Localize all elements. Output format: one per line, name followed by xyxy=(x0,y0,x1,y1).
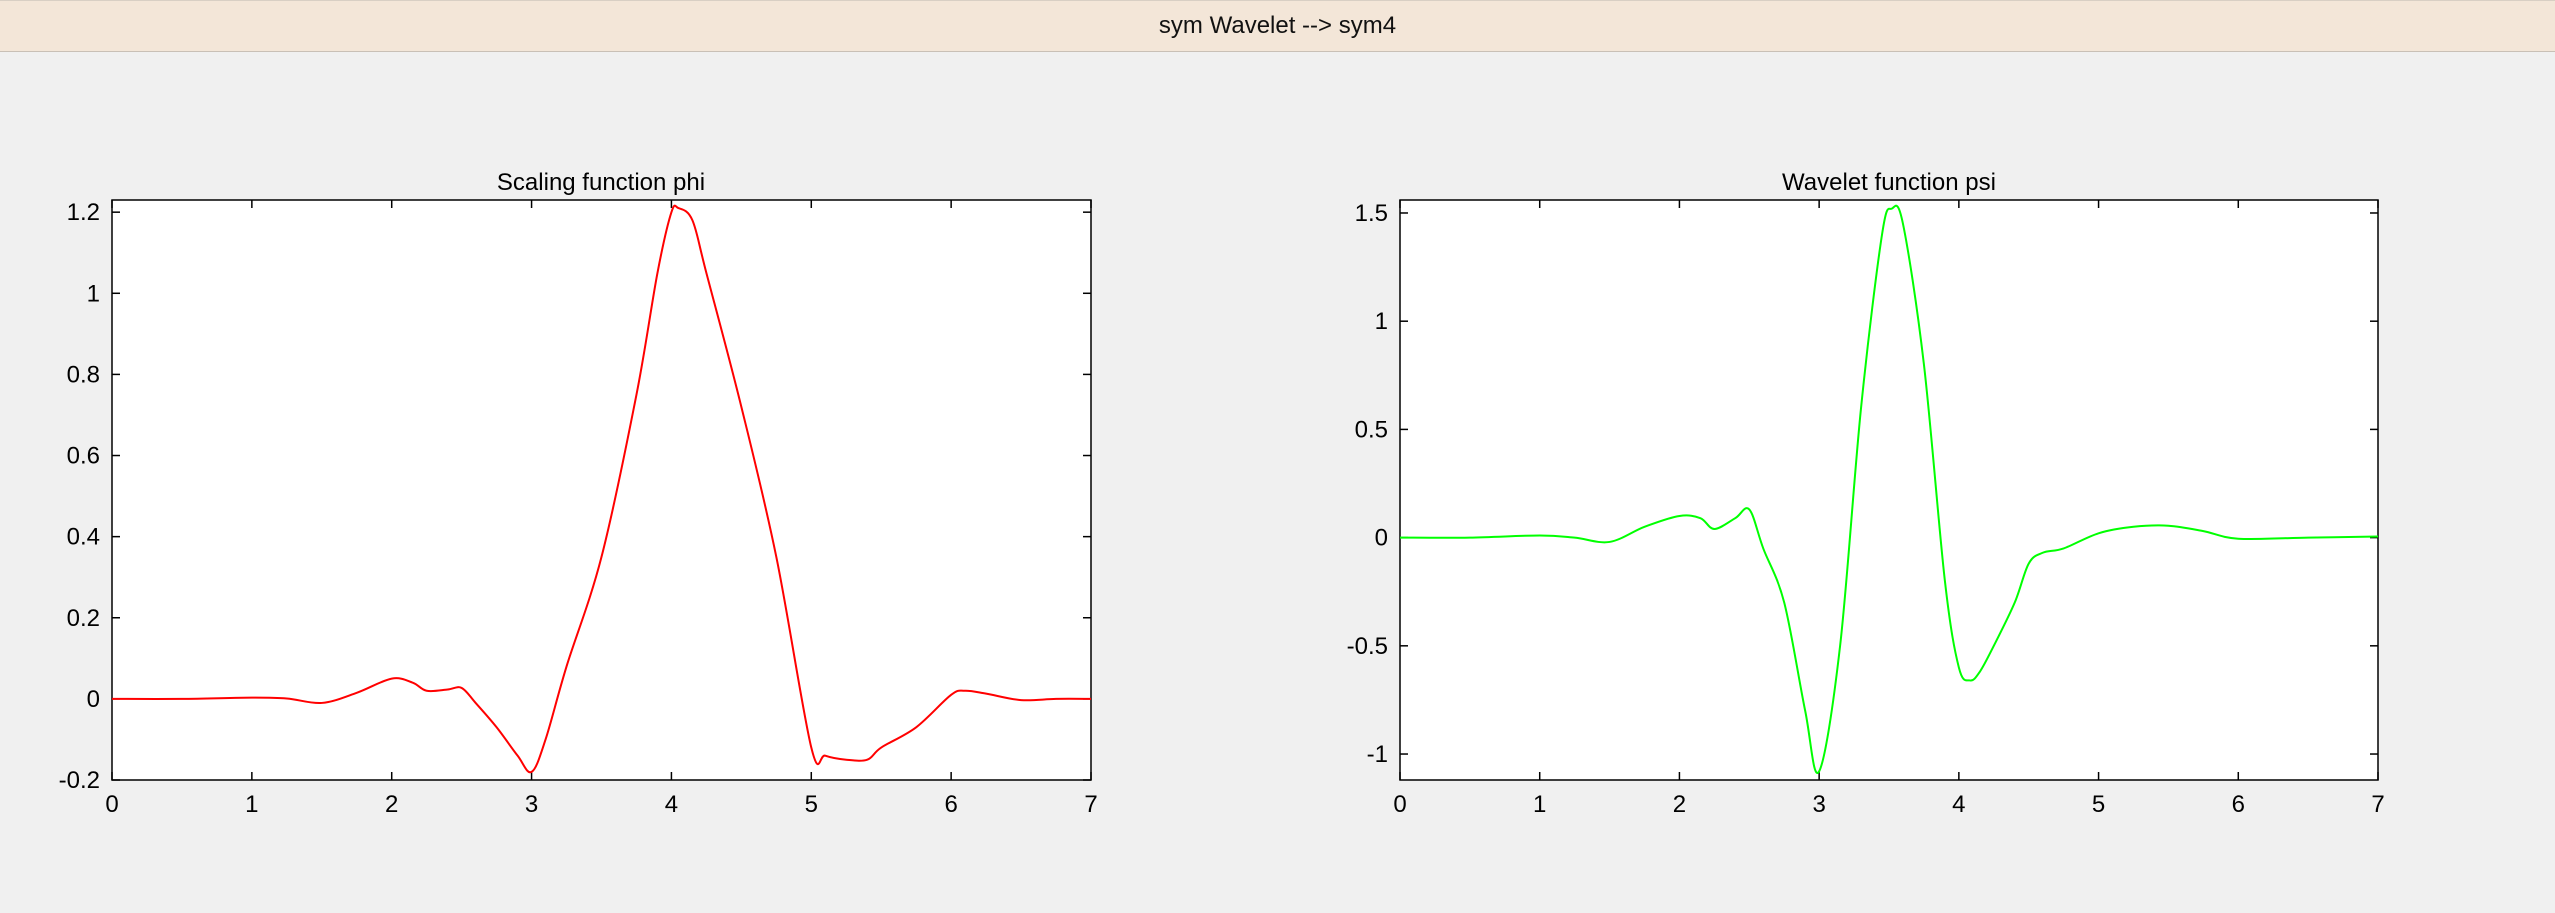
x-tick-label: 6 xyxy=(2232,791,2245,818)
x-tick-label: 0 xyxy=(105,791,118,818)
plot-area xyxy=(1399,199,2379,781)
y-tick-label: 0 xyxy=(87,686,100,713)
window-title-bar: sym Wavelet --> sym4 xyxy=(0,0,2555,52)
y-tick-label: -0.5 xyxy=(1347,633,1388,660)
x-ticks: 0 1 2 3 4 5 6 7 xyxy=(1393,200,2385,818)
series-line xyxy=(111,204,1092,774)
x-tick-label: 5 xyxy=(2092,791,2105,818)
x-tick-label: 4 xyxy=(1952,791,1965,818)
x-tick-label: 1 xyxy=(1533,791,1546,818)
x-tick-label: 4 xyxy=(665,791,678,818)
x-ticks: 0 1 2 3 4 5 6 7 xyxy=(105,200,1098,818)
y-tick-label: 0.2 xyxy=(67,605,100,632)
window-title: sym Wavelet --> sym4 xyxy=(1158,12,1397,39)
y-ticks: -0.2 0 0.2 0.4 0.6 0.8 1 1.2 xyxy=(59,199,1091,794)
x-tick-label: 5 xyxy=(805,791,818,818)
y-tick-label: 0 xyxy=(1375,525,1388,552)
y-ticks: -1 -0.5 0 0.5 1 1.5 xyxy=(1347,200,2378,768)
x-tick-label: 1 xyxy=(245,791,258,818)
series-line xyxy=(1399,204,2379,775)
x-tick-label: 0 xyxy=(1393,791,1406,818)
y-tick-label: 0.4 xyxy=(67,524,100,551)
y-tick-label: 1 xyxy=(87,280,100,307)
series-lines xyxy=(1399,204,2379,775)
y-tick-label: 0.6 xyxy=(67,443,100,470)
y-tick-label: 0.8 xyxy=(67,361,100,388)
axes-wavelet-psi: Wavelet function psi 0 1 2 3 4 5 6 7 -1 -0.5 0 0.5… xyxy=(1347,169,2385,818)
x-tick-label: 6 xyxy=(944,791,957,818)
y-tick-label: -1 xyxy=(1367,741,1388,768)
plot-area xyxy=(111,199,1092,781)
x-tick-label: 2 xyxy=(1673,791,1686,818)
y-tick-label: 0.5 xyxy=(1355,416,1388,443)
chart-title: Wavelet function psi xyxy=(1782,169,1996,196)
series-lines xyxy=(111,204,1092,774)
x-tick-label: 7 xyxy=(2371,791,2384,818)
y-tick-label: 1.5 xyxy=(1355,200,1388,227)
y-tick-label: 1.2 xyxy=(67,199,100,226)
x-tick-label: 3 xyxy=(525,791,538,818)
y-tick-label: -0.2 xyxy=(59,767,100,794)
chart-title: Scaling function phi xyxy=(497,169,705,196)
x-tick-label: 3 xyxy=(1812,791,1825,818)
x-tick-label: 7 xyxy=(1084,791,1097,818)
x-tick-label: 2 xyxy=(385,791,398,818)
y-tick-label: 1 xyxy=(1375,308,1388,335)
